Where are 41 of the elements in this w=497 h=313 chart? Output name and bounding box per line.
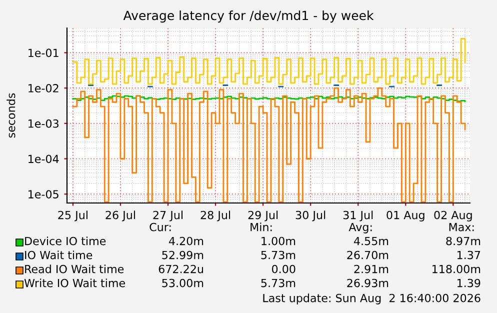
text: 26.93m [347, 278, 388, 288]
x-tick-label: 01 Aug [386, 210, 424, 222]
x-tick-label: 29 Jul [248, 210, 278, 222]
x-tick-label: 26 Jul [106, 210, 135, 222]
text: 1.00m [262, 236, 296, 246]
y-tick-label: 1e-05 [28, 190, 58, 198]
chart-title: Average latency for /dev/md1 - by week [123, 10, 374, 23]
legend-label: Write IO Wait time [24, 278, 125, 288]
text: 5.73m [261, 278, 296, 288]
x-tick-label: 02 Aug [434, 210, 472, 222]
text: Last update: Sun Aug 2 16:40:00 2026 [263, 294, 480, 304]
text: Avg: [348, 222, 372, 234]
text: Cur: [150, 222, 171, 232]
y-axis-title: seconds [6, 93, 16, 138]
text: 0.00 [272, 264, 296, 274]
text: Max: [449, 222, 474, 232]
y-tick-label: 1e-02 [28, 84, 58, 92]
text: 53.00m [162, 278, 204, 288]
text: 26.70m [347, 250, 388, 260]
text: 4.55m [354, 236, 388, 246]
x-tick-label: 28 Jul [200, 210, 230, 222]
text: 1.37 [457, 250, 480, 260]
text: 672.22u [158, 264, 203, 274]
text: 4.20m [168, 236, 204, 246]
y-tick-label: 1e-04 [28, 154, 59, 164]
x-tick-label: 31 Jul [343, 210, 373, 222]
text: 2.91m [354, 264, 388, 274]
legend-label: Read IO Wait time [25, 264, 124, 274]
y-tick-label: 1e-01 [28, 48, 58, 58]
x-tick-label: 25 Jul [58, 210, 88, 222]
text: 118.00m [432, 264, 480, 274]
x-tick-label: 27 Jul [153, 210, 182, 222]
y-tick-label: 1e-03 [28, 119, 58, 128]
text: 52.99m [162, 250, 204, 260]
x-tick-label: 30 Jul [296, 210, 326, 222]
legend-label: Device IO time [25, 236, 106, 246]
legend-label: IO Wait time [25, 250, 92, 260]
text: Min: [250, 222, 272, 232]
text: 1.39 [457, 278, 480, 288]
text: 8.97m [446, 236, 480, 246]
text: 5.73m [261, 250, 296, 260]
